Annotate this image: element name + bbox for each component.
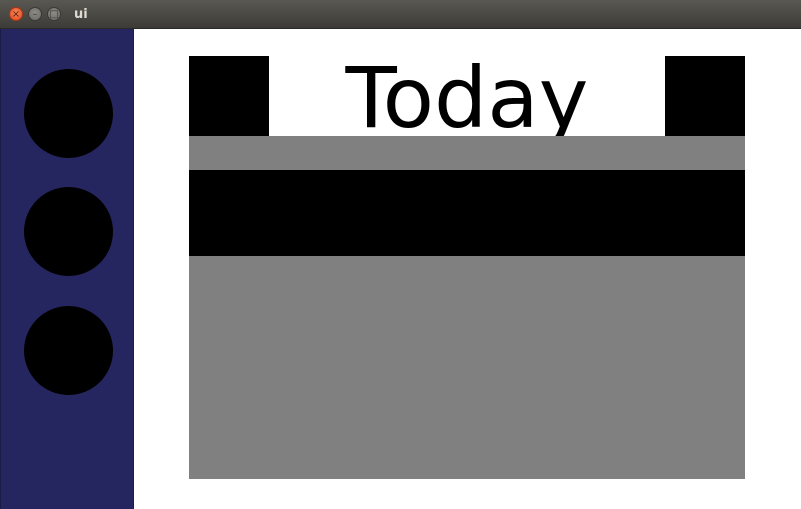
page-title: Today xyxy=(345,56,589,136)
minimize-icon[interactable]: – xyxy=(28,7,42,21)
next-button[interactable] xyxy=(665,56,745,136)
sidebar-item-2[interactable] xyxy=(24,187,113,276)
window-title: ui xyxy=(74,7,88,22)
title-bar[interactable]: × – □ ui xyxy=(0,0,801,29)
maximize-icon[interactable]: □ xyxy=(47,7,61,21)
sidebar xyxy=(0,29,134,509)
header: Today xyxy=(269,56,665,136)
close-icon[interactable]: × xyxy=(9,7,23,21)
content-panel: Today xyxy=(189,56,745,479)
sidebar-item-3[interactable] xyxy=(24,306,113,395)
main-content: Today xyxy=(134,29,801,509)
content-band xyxy=(189,170,745,256)
sidebar-item-1[interactable] xyxy=(24,69,113,158)
previous-button[interactable] xyxy=(189,56,269,136)
